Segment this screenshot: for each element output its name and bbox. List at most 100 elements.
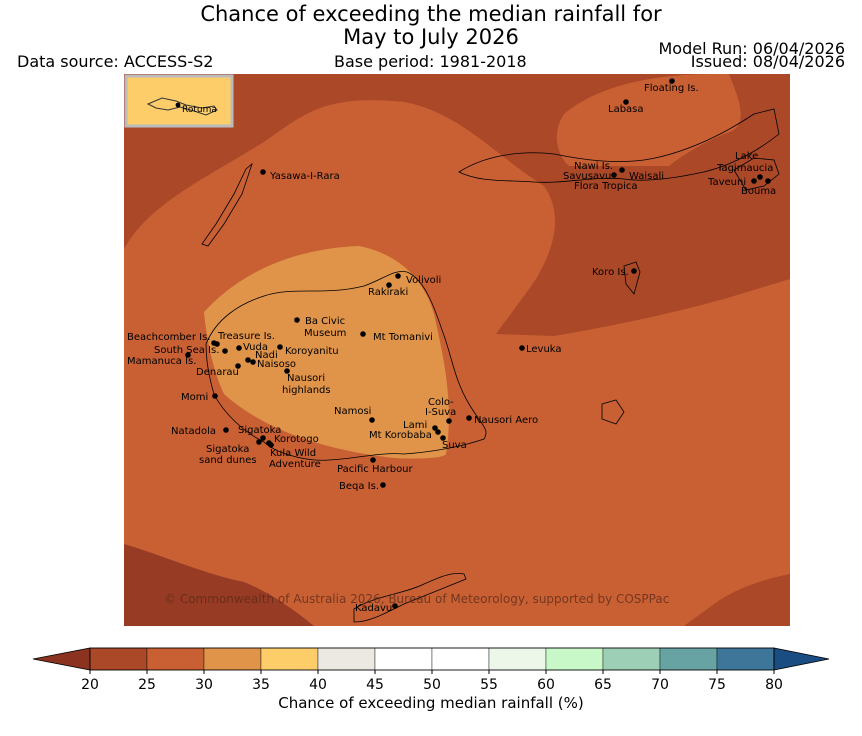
colorbar-tick-label: 25 bbox=[138, 677, 156, 693]
colorbar-swatch bbox=[545, 647, 604, 671]
label-pacific-harbour: Pacific Harbour bbox=[337, 464, 414, 475]
taveuni-coast bbox=[733, 157, 780, 191]
colorbar-swatch bbox=[89, 647, 148, 671]
colorbar-arrow-low bbox=[32, 647, 91, 671]
marker-lami bbox=[432, 425, 438, 431]
label-lami: Lami bbox=[403, 420, 427, 431]
label-labasa: Labasa bbox=[608, 104, 644, 115]
title-line-2: May to July 2026 bbox=[343, 25, 519, 49]
marker-kadavu bbox=[392, 603, 398, 609]
label-yasawa: Yasawa-I-Rara bbox=[269, 171, 340, 182]
contour-30-35 bbox=[204, 246, 449, 459]
marker-vuda bbox=[236, 345, 242, 351]
colorbar-swatch bbox=[602, 647, 661, 671]
label-colo: Colo- bbox=[428, 397, 454, 408]
contour-north-25-30 bbox=[556, 74, 741, 166]
colorbar-tick-label: 75 bbox=[708, 677, 726, 693]
label-savusavu: Savusavu bbox=[563, 171, 611, 182]
label-mt-korobaba: Mt Korobaba bbox=[369, 430, 432, 441]
marker-rakiraki bbox=[386, 282, 392, 288]
label-nadi: Nadi bbox=[255, 350, 278, 361]
gau-coast bbox=[601, 399, 625, 425]
colorbar-swatch bbox=[431, 647, 490, 671]
label-sigatoka-dunes-2: sand dunes bbox=[199, 455, 257, 466]
label-flora-tropica: Flora Tropica bbox=[574, 181, 637, 192]
label-denarau: Denarau bbox=[196, 367, 239, 378]
label-koroyanitu: Koroyanitu bbox=[285, 346, 339, 357]
colorbar-tick-label: 60 bbox=[537, 677, 555, 693]
marker-taveuni bbox=[751, 178, 757, 184]
marker-koro bbox=[631, 268, 637, 274]
label-waisali: Waisali bbox=[629, 171, 664, 182]
label-momi: Momi bbox=[181, 392, 208, 403]
colorbar-tick-label: 30 bbox=[195, 677, 213, 693]
label-floating-is: Floating Is. bbox=[644, 83, 699, 94]
rotuma-inset bbox=[124, 74, 234, 128]
rotuma-marker bbox=[175, 102, 181, 108]
marker-lake-tagimaucia bbox=[757, 174, 763, 180]
colorbar-tick-label: 80 bbox=[765, 677, 783, 693]
marker-mt-tomanivi bbox=[360, 331, 366, 337]
label-taveuni: Taveuni bbox=[707, 177, 746, 188]
marker-south-sea bbox=[222, 348, 228, 354]
colorbar-swatch bbox=[317, 647, 376, 671]
label-south-sea: South Sea Is. bbox=[154, 345, 219, 356]
marker-beqa bbox=[380, 482, 386, 488]
place-markers bbox=[185, 78, 771, 609]
colorbar-arrow-high bbox=[773, 647, 830, 671]
label-nawi: Nawi Is. bbox=[574, 161, 613, 172]
marker-momi bbox=[212, 393, 218, 399]
label-nausori-hl-2: highlands bbox=[282, 385, 331, 396]
map-title: Chance of exceeding the median rainfall … bbox=[0, 3, 862, 49]
label-beachcomber: Beachcomber Is. bbox=[127, 332, 210, 343]
marker-bouma bbox=[765, 178, 771, 184]
title-line-1: Chance of exceeding the median rainfall … bbox=[200, 2, 662, 26]
colorbar-tick-label: 45 bbox=[366, 677, 384, 693]
label-mamanuca: Mamanuca Is. bbox=[127, 356, 196, 367]
label-sigatoka-dunes-1: Sigatoka bbox=[206, 444, 249, 455]
marker-sigatoka-dunes bbox=[256, 439, 262, 445]
marker-ba bbox=[294, 317, 300, 323]
label-naisoso: Naisoso bbox=[257, 359, 296, 370]
rotuma-label: Rotuma bbox=[182, 105, 217, 115]
colorbar-swatch bbox=[716, 647, 775, 671]
marker-sigatoka bbox=[260, 435, 266, 441]
coastlines bbox=[201, 108, 780, 623]
label-ba: Ba Civic bbox=[305, 316, 345, 327]
label-treasure: Treasure Is. bbox=[217, 331, 275, 342]
colorbar-tick-label: 55 bbox=[480, 677, 498, 693]
colorbar-swatch bbox=[374, 647, 433, 671]
marker-treasure bbox=[214, 341, 220, 347]
kadavu-coast bbox=[353, 573, 467, 623]
place-labels: Floating Is. Labasa Yasawa-I-Rara Nawi I… bbox=[127, 83, 776, 614]
label-museum: Museum bbox=[304, 328, 346, 339]
label-i-suva: I-Suva bbox=[425, 407, 456, 418]
colorbar-swatch bbox=[203, 647, 262, 671]
colorbar-tick-label: 20 bbox=[81, 677, 99, 693]
label-sigatoka: Sigatoka bbox=[238, 425, 281, 436]
marker-levuka bbox=[519, 345, 525, 351]
marker-labasa bbox=[623, 99, 629, 105]
vanua-levu-coast bbox=[458, 108, 780, 183]
label-korotogo: Korotogo bbox=[274, 434, 319, 445]
label-koro: Koro Is. bbox=[592, 267, 629, 278]
rainfall-map: Rotuma bbox=[124, 74, 790, 626]
colorbar-tick-label: 50 bbox=[423, 677, 441, 693]
label-levuka: Levuka bbox=[526, 344, 562, 355]
label-volivoli: Volivoli bbox=[406, 275, 441, 286]
colorbar-tick-label: 65 bbox=[594, 677, 612, 693]
contour-25-30 bbox=[124, 100, 790, 626]
colorbar-swatch bbox=[146, 647, 205, 671]
marker-kula bbox=[268, 442, 274, 448]
marker-nausori-aero bbox=[466, 415, 472, 421]
marker-mamanuca bbox=[185, 352, 191, 358]
colorbar-tick-label: 40 bbox=[309, 677, 327, 693]
label-nausori-aero: Nausori Aero bbox=[474, 415, 538, 426]
label-kadavu: Kadavu bbox=[355, 603, 392, 614]
marker-nausori-highlands bbox=[284, 368, 290, 374]
label-vuda: Vuda bbox=[243, 342, 268, 353]
marker-volivoli bbox=[395, 273, 401, 279]
colorbar: 20 25 30 35 40 45 50 55 60 65 70 75 80 Chance of exc… bbox=[32, 647, 830, 712]
colorbar-swatch bbox=[260, 647, 319, 671]
colorbar-swatch bbox=[659, 647, 718, 671]
